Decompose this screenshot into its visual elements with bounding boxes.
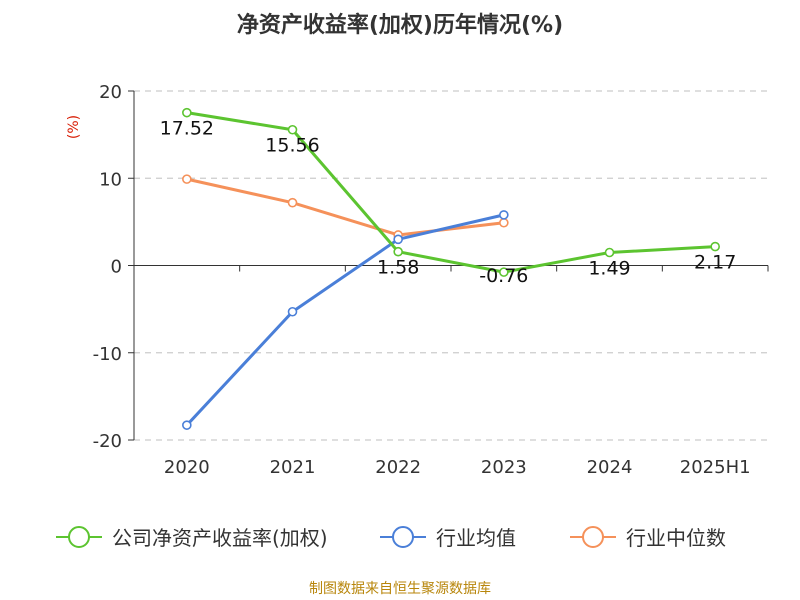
data-point bbox=[499, 210, 509, 220]
data-point bbox=[287, 197, 298, 208]
legend-label: 行业中位数 bbox=[626, 526, 726, 550]
data-point bbox=[499, 267, 509, 277]
series-line bbox=[186, 111, 716, 274]
data-point bbox=[499, 217, 509, 228]
data-label: 17.52 bbox=[160, 118, 214, 140]
data-label: -0.76 bbox=[479, 265, 528, 287]
data-point bbox=[393, 246, 403, 257]
grid-lines bbox=[134, 90, 768, 441]
data-source: 制图数据来自恒生聚源数据库 bbox=[309, 581, 491, 597]
data-point bbox=[710, 241, 720, 252]
data-label: 1.58 bbox=[377, 257, 419, 279]
legend-marker bbox=[68, 526, 90, 548]
data-point bbox=[287, 306, 298, 317]
x-tick-label: 2022 bbox=[375, 457, 421, 478]
x-tick-label: 2020 bbox=[164, 457, 210, 478]
data-labels: 17.52 15.56 1.58 -0.76 1.49 2.17 bbox=[160, 118, 737, 287]
y-tick-label: -20 bbox=[93, 431, 122, 452]
legend-label: 公司净资产收益率(加权) bbox=[112, 526, 328, 550]
y-tick-label: 10 bbox=[99, 169, 122, 190]
legend: 公司净资产收益率(加权) 行业均值 行业中位数 bbox=[56, 526, 726, 550]
legend-marker bbox=[392, 526, 414, 548]
axes: 20 10 0 -10 -20 2020 2021 2022 2023 2024 2025H1 bbox=[93, 82, 769, 478]
data-point bbox=[182, 174, 192, 184]
series-line bbox=[185, 213, 505, 427]
y-tick-label: -10 bbox=[93, 344, 122, 365]
data-label: 1.49 bbox=[588, 257, 630, 279]
data-point bbox=[287, 124, 298, 135]
series-line bbox=[186, 177, 505, 237]
series-group bbox=[182, 107, 720, 430]
x-tick-label: 2024 bbox=[587, 457, 633, 478]
x-tick-label: 2023 bbox=[481, 457, 527, 478]
legend-label: 行业均值 bbox=[436, 526, 516, 550]
data-point bbox=[182, 420, 192, 430]
x-tick-label: 2021 bbox=[270, 457, 316, 478]
data-label: 15.56 bbox=[265, 135, 319, 157]
chart-title: 净资产收益率(加权)历年情况(%) bbox=[237, 12, 563, 38]
y-tick-label: 0 bbox=[111, 257, 122, 278]
x-tick-label: 2025H1 bbox=[680, 457, 751, 478]
data-point bbox=[604, 247, 615, 258]
data-label: 2.17 bbox=[694, 252, 736, 274]
legend-marker bbox=[582, 526, 604, 548]
data-point bbox=[393, 234, 403, 245]
y-tick-label: 20 bbox=[99, 82, 122, 103]
y-axis-label: (%) bbox=[66, 115, 82, 139]
data-point bbox=[182, 107, 192, 118]
